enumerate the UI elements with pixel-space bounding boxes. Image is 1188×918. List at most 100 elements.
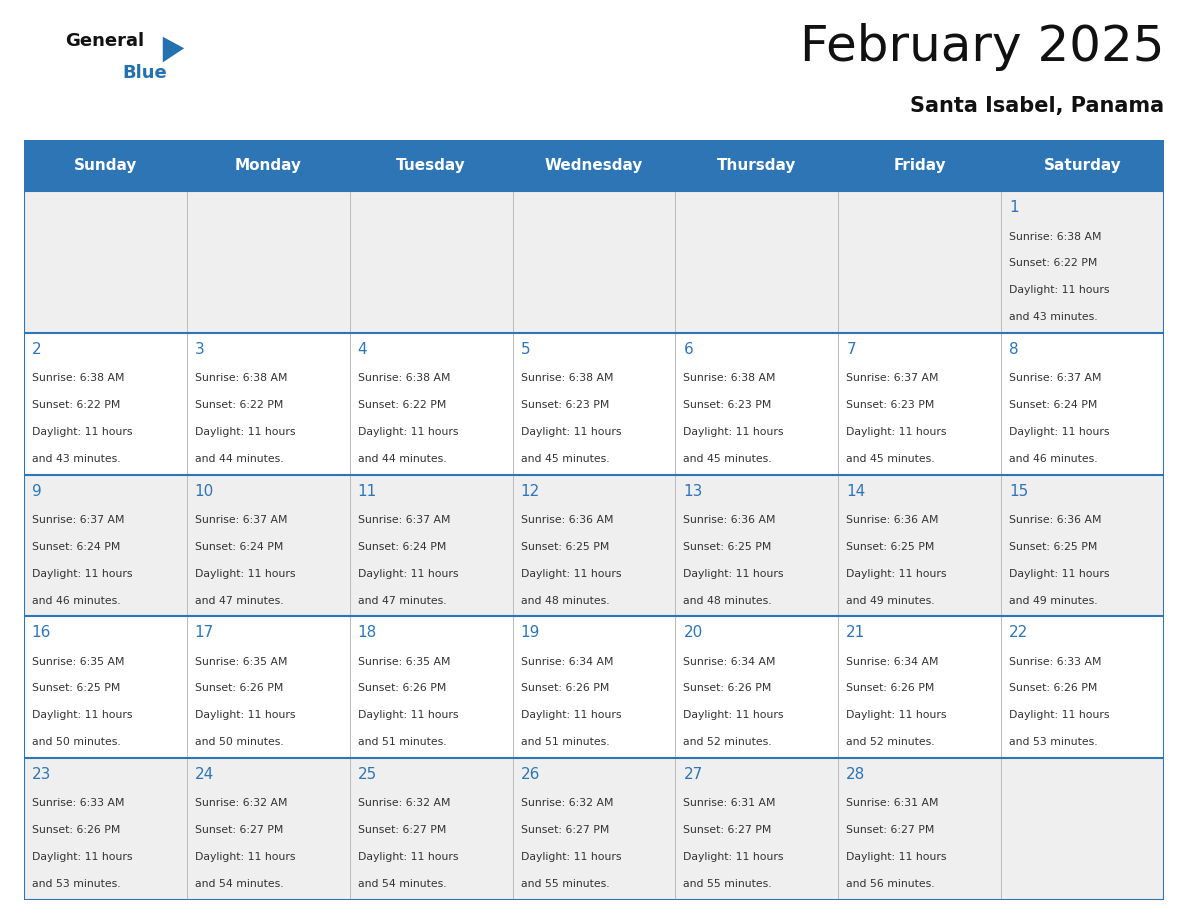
Text: Daylight: 11 hours: Daylight: 11 hours: [32, 427, 132, 437]
Text: Sunrise: 6:31 AM: Sunrise: 6:31 AM: [846, 799, 939, 808]
Text: Wednesday: Wednesday: [545, 158, 643, 173]
Text: 11: 11: [358, 484, 377, 498]
Text: Sunset: 6:24 PM: Sunset: 6:24 PM: [32, 542, 120, 552]
Text: Tuesday: Tuesday: [397, 158, 466, 173]
Text: Sunday: Sunday: [74, 158, 137, 173]
Text: and 48 minutes.: and 48 minutes.: [683, 596, 772, 606]
Text: Sunrise: 6:34 AM: Sunrise: 6:34 AM: [520, 656, 613, 666]
Text: Daylight: 11 hours: Daylight: 11 hours: [1010, 285, 1110, 296]
Text: and 50 minutes.: and 50 minutes.: [195, 737, 284, 747]
Text: Daylight: 11 hours: Daylight: 11 hours: [358, 852, 459, 862]
Text: Sunset: 6:23 PM: Sunset: 6:23 PM: [520, 400, 609, 410]
Text: Sunrise: 6:33 AM: Sunrise: 6:33 AM: [1010, 656, 1101, 666]
Text: 24: 24: [195, 767, 214, 782]
Text: 17: 17: [195, 625, 214, 641]
Text: Sunrise: 6:33 AM: Sunrise: 6:33 AM: [32, 799, 125, 808]
Text: Daylight: 11 hours: Daylight: 11 hours: [520, 852, 621, 862]
Text: 10: 10: [195, 484, 214, 498]
Text: Saturday: Saturday: [1044, 158, 1121, 173]
Text: Sunset: 6:27 PM: Sunset: 6:27 PM: [358, 825, 446, 835]
Text: and 50 minutes.: and 50 minutes.: [32, 737, 120, 747]
Text: and 46 minutes.: and 46 minutes.: [1010, 454, 1098, 464]
Text: Sunrise: 6:32 AM: Sunrise: 6:32 AM: [195, 799, 287, 808]
Text: 7: 7: [846, 342, 857, 357]
Text: Santa Isabel, Panama: Santa Isabel, Panama: [910, 96, 1164, 117]
Text: and 46 minutes.: and 46 minutes.: [32, 596, 120, 606]
Text: Sunrise: 6:35 AM: Sunrise: 6:35 AM: [195, 656, 287, 666]
Text: 3: 3: [195, 342, 204, 357]
Text: Sunset: 6:24 PM: Sunset: 6:24 PM: [195, 542, 283, 552]
Text: and 53 minutes.: and 53 minutes.: [32, 879, 120, 889]
Text: Daylight: 11 hours: Daylight: 11 hours: [520, 427, 621, 437]
Text: 27: 27: [683, 767, 702, 782]
Text: Daylight: 11 hours: Daylight: 11 hours: [32, 711, 132, 721]
Text: Sunrise: 6:37 AM: Sunrise: 6:37 AM: [32, 515, 125, 525]
Text: Sunset: 6:23 PM: Sunset: 6:23 PM: [846, 400, 935, 410]
Text: Sunset: 6:27 PM: Sunset: 6:27 PM: [846, 825, 935, 835]
Text: Daylight: 11 hours: Daylight: 11 hours: [358, 569, 459, 578]
Text: and 44 minutes.: and 44 minutes.: [195, 454, 283, 464]
Text: and 43 minutes.: and 43 minutes.: [32, 454, 120, 464]
Text: Sunrise: 6:36 AM: Sunrise: 6:36 AM: [846, 515, 939, 525]
Text: Daylight: 11 hours: Daylight: 11 hours: [846, 852, 947, 862]
Text: and 47 minutes.: and 47 minutes.: [195, 596, 283, 606]
Text: Sunrise: 6:37 AM: Sunrise: 6:37 AM: [195, 515, 287, 525]
Bar: [24, 616, 1164, 758]
Text: and 45 minutes.: and 45 minutes.: [520, 454, 609, 464]
Bar: [24, 333, 1164, 475]
Text: Sunset: 6:26 PM: Sunset: 6:26 PM: [683, 684, 772, 693]
Text: Sunrise: 6:37 AM: Sunrise: 6:37 AM: [358, 515, 450, 525]
Text: 16: 16: [32, 625, 51, 641]
Text: Sunset: 6:22 PM: Sunset: 6:22 PM: [195, 400, 283, 410]
Text: Sunrise: 6:36 AM: Sunrise: 6:36 AM: [1010, 515, 1101, 525]
Text: Sunset: 6:26 PM: Sunset: 6:26 PM: [358, 684, 446, 693]
Text: 19: 19: [520, 625, 539, 641]
Text: Daylight: 11 hours: Daylight: 11 hours: [195, 852, 295, 862]
Text: Daylight: 11 hours: Daylight: 11 hours: [1010, 711, 1110, 721]
Text: and 55 minutes.: and 55 minutes.: [683, 879, 772, 889]
Text: 28: 28: [846, 767, 866, 782]
Text: Sunset: 6:23 PM: Sunset: 6:23 PM: [683, 400, 772, 410]
Text: Daylight: 11 hours: Daylight: 11 hours: [358, 711, 459, 721]
Text: and 45 minutes.: and 45 minutes.: [846, 454, 935, 464]
Text: Sunrise: 6:35 AM: Sunrise: 6:35 AM: [32, 656, 125, 666]
Text: Sunrise: 6:37 AM: Sunrise: 6:37 AM: [846, 374, 939, 383]
Text: Sunset: 6:26 PM: Sunset: 6:26 PM: [1010, 684, 1098, 693]
Text: 5: 5: [520, 342, 530, 357]
Text: Sunset: 6:25 PM: Sunset: 6:25 PM: [520, 542, 609, 552]
Text: Sunrise: 6:38 AM: Sunrise: 6:38 AM: [1010, 231, 1101, 241]
Text: and 52 minutes.: and 52 minutes.: [846, 737, 935, 747]
Text: Sunset: 6:26 PM: Sunset: 6:26 PM: [846, 684, 935, 693]
Text: Monday: Monday: [235, 158, 302, 173]
Text: and 51 minutes.: and 51 minutes.: [358, 737, 447, 747]
Text: 21: 21: [846, 625, 866, 641]
Text: Daylight: 11 hours: Daylight: 11 hours: [683, 569, 784, 578]
Text: Sunset: 6:26 PM: Sunset: 6:26 PM: [195, 684, 283, 693]
Text: Sunrise: 6:38 AM: Sunrise: 6:38 AM: [683, 374, 776, 383]
Text: 2: 2: [32, 342, 42, 357]
Text: Sunset: 6:27 PM: Sunset: 6:27 PM: [195, 825, 283, 835]
Text: 23: 23: [32, 767, 51, 782]
Text: Sunrise: 6:32 AM: Sunrise: 6:32 AM: [358, 799, 450, 808]
Text: Sunset: 6:25 PM: Sunset: 6:25 PM: [1010, 542, 1098, 552]
Text: 1: 1: [1010, 200, 1019, 216]
Text: 22: 22: [1010, 625, 1029, 641]
Text: Daylight: 11 hours: Daylight: 11 hours: [32, 852, 132, 862]
Text: Sunrise: 6:38 AM: Sunrise: 6:38 AM: [358, 374, 450, 383]
Text: Sunset: 6:25 PM: Sunset: 6:25 PM: [32, 684, 120, 693]
Text: Sunrise: 6:38 AM: Sunrise: 6:38 AM: [520, 374, 613, 383]
Text: 6: 6: [683, 342, 693, 357]
Text: Sunset: 6:22 PM: Sunset: 6:22 PM: [32, 400, 120, 410]
Text: and 47 minutes.: and 47 minutes.: [358, 596, 447, 606]
Text: Daylight: 11 hours: Daylight: 11 hours: [195, 427, 295, 437]
Text: and 52 minutes.: and 52 minutes.: [683, 737, 772, 747]
Text: and 54 minutes.: and 54 minutes.: [195, 879, 283, 889]
Text: Sunrise: 6:36 AM: Sunrise: 6:36 AM: [520, 515, 613, 525]
Text: 14: 14: [846, 484, 866, 498]
Bar: [24, 191, 1164, 333]
Text: Sunset: 6:27 PM: Sunset: 6:27 PM: [683, 825, 772, 835]
Text: and 56 minutes.: and 56 minutes.: [846, 879, 935, 889]
Bar: [24, 758, 1164, 900]
Text: and 53 minutes.: and 53 minutes.: [1010, 737, 1098, 747]
Text: Daylight: 11 hours: Daylight: 11 hours: [846, 427, 947, 437]
